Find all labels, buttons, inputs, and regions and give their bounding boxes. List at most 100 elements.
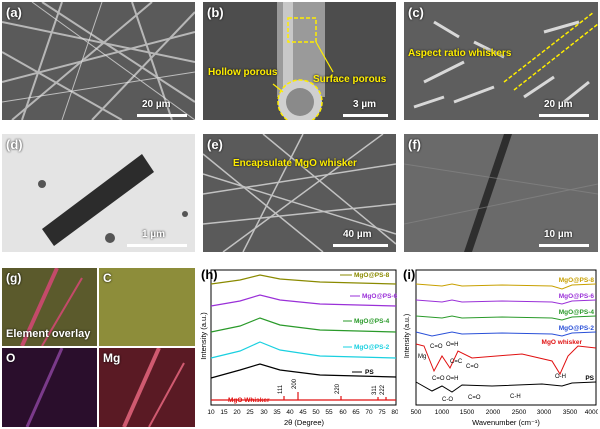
scale-text-e: 40 µm [343, 229, 372, 240]
svg-text:O=H: O=H [446, 376, 459, 382]
xrd-peak-lines [283, 392, 387, 400]
svg-text:40: 40 [286, 409, 294, 416]
svg-text:500: 500 [411, 409, 422, 416]
ftir-curve-ps [415, 381, 597, 393]
svg-text:55: 55 [325, 409, 333, 416]
ftir-tick-labels: 500 1000 1500 2000 2500 3000 3500 4000 [411, 409, 598, 416]
svg-text:O=H: O=H [446, 342, 459, 348]
oxygen-fibers [25, 347, 64, 427]
svg-text:C=C: C=C [450, 359, 463, 365]
annotation-aspect-ratio: Aspect ratio whiskers [408, 48, 512, 59]
svg-text:20: 20 [233, 409, 241, 416]
svg-text:1000: 1000 [435, 409, 450, 416]
whiskers-c [404, 2, 598, 120]
ftir-svg: Intensity (a.u.) Wavenumber (cm⁻¹) 500 10… [404, 269, 598, 427]
xrd-peak-labels: 111 200 220 311 222 [278, 378, 386, 395]
scale-bar-b [343, 114, 388, 117]
svg-text:MgO@PS-4: MgO@PS-4 [559, 309, 595, 316]
svg-text:4000: 4000 [585, 409, 598, 416]
svg-text:60: 60 [339, 409, 347, 416]
ftir-legend: MgO@PS-8 MgO@PS-6 MgO@PS-4 MgO@PS-2 MgO … [542, 277, 595, 382]
map-overlay [2, 268, 97, 347]
panel-label-g: (g) [6, 271, 22, 285]
svg-text:200: 200 [292, 378, 298, 389]
xrd-curve-ps8 [210, 274, 397, 285]
svg-text:MgO@PS-2: MgO@PS-2 [354, 344, 390, 351]
xrd-curve-ps [210, 363, 397, 379]
ftir-curve-ps4 [415, 315, 597, 321]
xrd-svg: Intensity (a.u.) 2θ (Degree) 10 15 20 25 3… [200, 269, 398, 427]
svg-text:111: 111 [278, 384, 284, 394]
xrd-frame [210, 269, 397, 406]
map-magnesium [99, 347, 195, 427]
svg-text:MgO@PS-6: MgO@PS-6 [362, 293, 398, 300]
label-oxygen: O [6, 351, 16, 365]
sem-image-b: (b) Hollow porous Surface porous 3 µm [203, 2, 396, 120]
svg-text:80: 80 [391, 409, 398, 416]
sem-image-a: (a) 20 µm [2, 2, 195, 120]
svg-text:10: 10 [207, 409, 215, 416]
label-element-overlay: Element overlay [6, 328, 91, 340]
svg-text:1500: 1500 [460, 409, 475, 416]
svg-text:3500: 3500 [563, 409, 578, 416]
panel-label-d: (d) [6, 137, 23, 152]
ftir-curve-ps6 [415, 299, 597, 305]
xrd-curve-ps4 [210, 317, 397, 333]
scale-text-c: 20 µm [544, 99, 573, 110]
svg-text:MgO@PS-2: MgO@PS-2 [559, 325, 595, 332]
hollow-fiber-b [203, 2, 396, 120]
svg-text:O-H: O-H [555, 374, 566, 380]
xrd-tick-labels: 10 15 20 25 30 35 40 45 50 55 60 65 70 75 80 [207, 409, 398, 416]
label-magnesium: Mg [103, 351, 121, 365]
svg-text:311: 311 [372, 385, 378, 395]
scale-bar-d [127, 244, 187, 247]
annotation-encapsulate: Encapsulate MgO whisker [233, 158, 357, 169]
scale-text-f: 10 µm [544, 229, 573, 240]
svg-text:65: 65 [352, 409, 360, 416]
sem-image-e: (e) Encapsulate MgO whisker 40 µm [203, 134, 396, 252]
svg-text:45: 45 [299, 409, 307, 416]
svg-text:2500: 2500 [512, 409, 527, 416]
annotation-hollow-porous: Hollow porous [208, 67, 278, 78]
svg-text:Mg: Mg [418, 354, 426, 360]
ftir-xlabel: Wavenumber (cm⁻¹) [472, 418, 540, 427]
ftir-curve-ps2 [415, 331, 597, 337]
svg-text:70: 70 [365, 409, 373, 416]
xrd-chart-h: Intensity (a.u.) 2θ (Degree) 10 15 20 25 3… [200, 266, 398, 429]
single-fiber-f [404, 134, 598, 252]
svg-text:30: 30 [260, 409, 268, 416]
scale-text-d: 1 µm [142, 229, 165, 240]
svg-text:C=O: C=O [468, 395, 481, 401]
panel-label-b: (b) [207, 5, 224, 20]
scale-bar-c [539, 114, 589, 117]
label-carbon: C [103, 271, 112, 285]
fiber-network-a [2, 2, 195, 120]
panel-label-f: (f) [408, 137, 421, 152]
panel-label-h: (h) [201, 267, 218, 282]
svg-text:MgO Whisker: MgO Whisker [228, 397, 270, 404]
ftir-ylabel: Intensity (a.u.) [404, 314, 411, 358]
svg-text:222: 222 [380, 384, 386, 395]
svg-text:C-O: C-O [442, 397, 453, 403]
svg-text:2000: 2000 [486, 409, 501, 416]
ftir-curve-whisker [415, 343, 597, 376]
svg-text:35: 35 [273, 409, 281, 416]
svg-text:MgO whisker: MgO whisker [542, 339, 583, 346]
svg-text:C=O: C=O [430, 344, 443, 350]
svg-text:3000: 3000 [537, 409, 552, 416]
svg-text:MgO@PS-4: MgO@PS-4 [354, 318, 390, 325]
whisker-d [2, 134, 195, 252]
scale-bar-e [333, 244, 388, 247]
svg-text:220: 220 [335, 383, 341, 394]
svg-text:15: 15 [220, 409, 228, 416]
xrd-legend: MgO@PS-8 MgO@PS-6 MgO@PS-4 MgO@PS-2 PS M… [228, 272, 398, 404]
scale-text-b: 3 µm [353, 99, 376, 110]
ftir-chart-i: Intensity (a.u.) Wavenumber (cm⁻¹) 500 10… [402, 266, 598, 429]
map-carbon [99, 268, 195, 346]
svg-text:PS: PS [365, 369, 374, 376]
ftir-band-labels: Mg C=O O=H C=O C=C O=H C=O O-H C-O C=O C… [418, 342, 566, 403]
svg-text:MgO@PS-6: MgO@PS-6 [559, 293, 595, 300]
svg-text:25: 25 [246, 409, 254, 416]
scale-text-a: 20 µm [142, 99, 171, 110]
panel-label-e: (e) [207, 137, 223, 152]
